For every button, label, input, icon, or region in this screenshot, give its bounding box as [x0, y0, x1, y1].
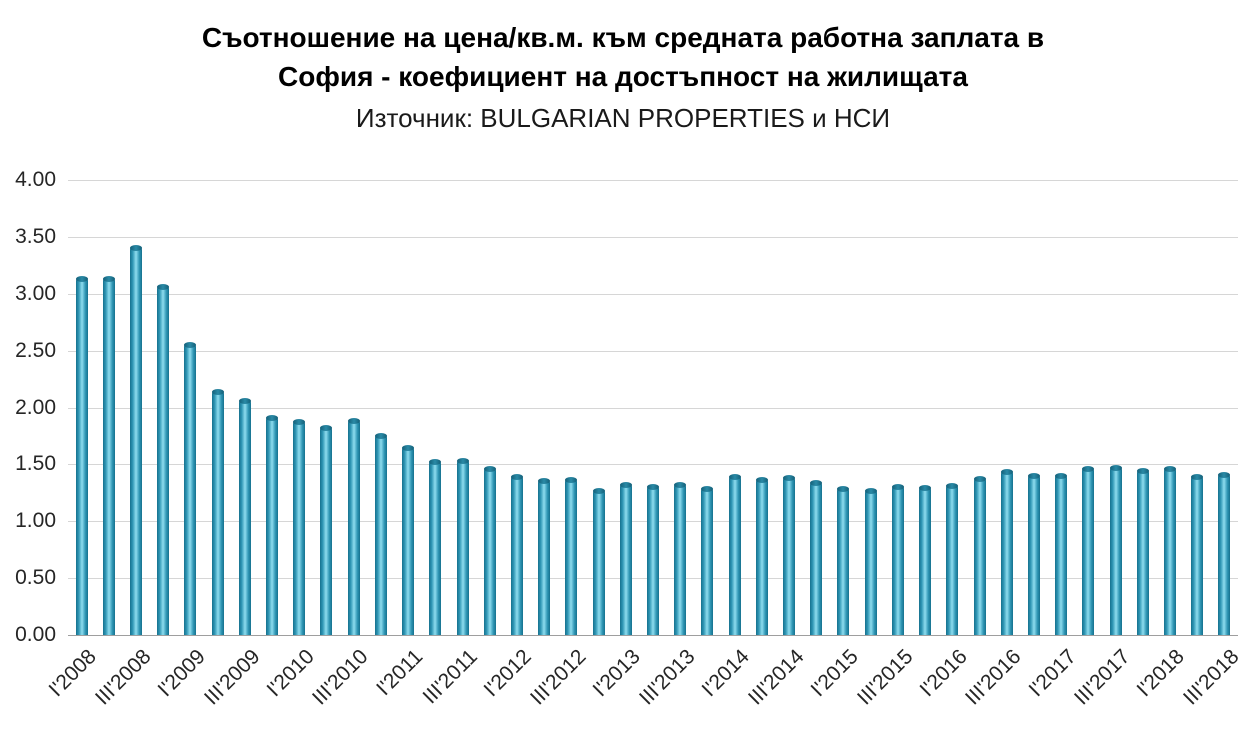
bar-IV'2011: [483, 465, 496, 635]
bar-I'2015: [837, 486, 850, 635]
bar-IV'2015: [919, 485, 932, 635]
bar-II'2011: [429, 459, 442, 635]
bar-II'2009: [211, 388, 224, 635]
bar-I'2018: [1163, 465, 1176, 635]
bar-II'2015: [864, 487, 877, 635]
bar-II'2016: [973, 476, 986, 635]
bar-IV'2016: [1027, 472, 1040, 635]
y-axis-tick-label: 0.00: [15, 623, 56, 646]
bar-IV'2009: [266, 414, 279, 635]
bar-III'2012: [565, 477, 578, 635]
y-axis-tick-label: 4.00: [15, 168, 56, 191]
bar-I'2010: [293, 419, 306, 635]
bar-III'2015: [891, 484, 904, 635]
bar-I'2013: [619, 481, 632, 635]
bar-III'2009: [238, 397, 251, 635]
bar-I'2016: [946, 483, 959, 635]
y-axis-tick-label: 2.50: [15, 338, 56, 362]
bar-IV'2013: [701, 486, 714, 635]
bar-IV'2010: [374, 432, 387, 635]
bar-II'2017: [1082, 465, 1095, 635]
bar-I'2017: [1055, 472, 1068, 635]
y-axis-tick-label: 3.50: [15, 224, 56, 248]
bar-II'2012: [538, 478, 551, 635]
gridline: [68, 464, 1238, 466]
x-axis-line: [68, 635, 1238, 636]
bar-III'2018: [1218, 471, 1231, 635]
bar-IV'2012: [592, 487, 605, 635]
bar-IV'2014: [810, 479, 823, 635]
y-axis-tick-label: 1.50: [15, 452, 56, 476]
chart-title-line1: Съотношение на цена/кв.м. към средната р…: [201, 22, 1045, 53]
bar-II'2014: [755, 477, 768, 635]
bar-III'2010: [347, 418, 360, 635]
gridline: [68, 293, 1238, 295]
y-axis-tick-label: 0.50: [15, 566, 56, 590]
bar-II'2008: [102, 275, 115, 635]
bar-I'2014: [728, 473, 741, 635]
bar-I'2008: [75, 275, 88, 635]
bar-II'2013: [647, 484, 659, 635]
y-axis-tick-label: 1.00: [15, 509, 56, 533]
chart-header: Съотношение на цена/кв.м. към средната р…: [0, 0, 1246, 136]
chart-subtitle: Източник: BULGARIAN PROPERTIES и НСИ: [355, 103, 891, 133]
bar-III'2008: [130, 245, 143, 635]
chart-title-line2: София - коефициент на достъпност на жили…: [278, 61, 968, 92]
bar-II'2010: [320, 424, 333, 635]
bar-I'2011: [402, 445, 415, 635]
bar-III'2017: [1109, 464, 1122, 635]
gridline: [68, 407, 1238, 409]
y-axis-tick-label: 3.00: [15, 281, 56, 305]
bar-I'2009: [184, 341, 197, 635]
bar-III'2014: [783, 475, 796, 635]
gridline: [68, 350, 1238, 352]
bar-IV'2008: [157, 283, 170, 635]
plot-area: 4.00 3.50 3.00 2.50 2.00 1.50 1.00 0.50 0.00 I'20…: [15, 168, 1244, 710]
bar-III'2011: [456, 457, 469, 635]
bar-II'2018: [1191, 473, 1204, 635]
bar-III'2013: [674, 481, 687, 635]
y-axis-tick-label: 2.00: [15, 395, 56, 419]
bar-III'2016: [1000, 469, 1013, 635]
gridline: [68, 180, 1238, 181]
bar-I'2012: [510, 473, 523, 635]
gridline: [68, 236, 1238, 238]
bar-IV'2017: [1136, 468, 1149, 635]
